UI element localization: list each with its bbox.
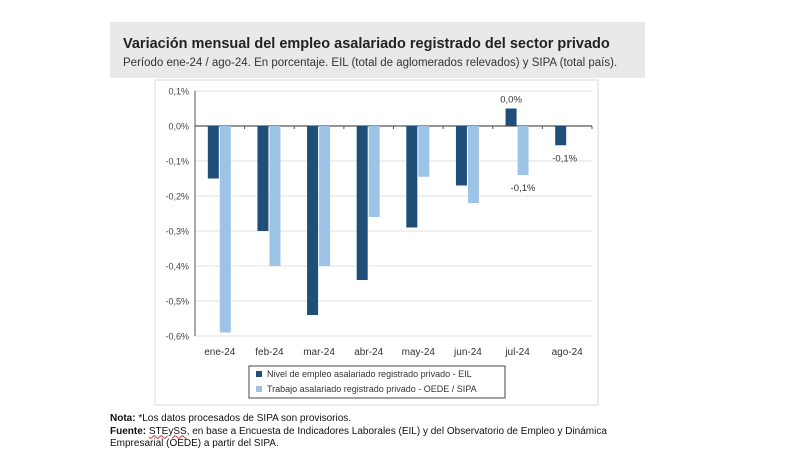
legend-label: Trabajo asalariado registrado privado - …	[267, 384, 477, 394]
title-box: Variación mensual del empleo asalariado …	[110, 22, 645, 78]
legend-label: Nivel de empleo asalariado registrado pr…	[267, 369, 472, 379]
chart-subtitle: Período ene-24 / ago-24. En porcentaje. …	[123, 57, 618, 69]
legend: Nivel de empleo asalariado registrado pr…	[248, 365, 506, 399]
data-label: 0,0%	[500, 95, 522, 106]
bar-eil-mar-24	[307, 126, 319, 315]
bar-sipa-abr-24	[368, 126, 380, 217]
y-tick-label: -0,5%	[165, 297, 189, 307]
bar-sipa-ene-24	[219, 126, 231, 333]
data-label: -0,1%	[511, 183, 536, 194]
bar-sipa-jun-24	[467, 126, 479, 203]
nota-label: Nota:	[110, 413, 136, 424]
x-tick-label: jul-24	[504, 347, 530, 358]
bar-eil-ene-24	[207, 126, 219, 179]
nota-text: *Los datos procesados de SIPA son provis…	[135, 413, 352, 424]
x-tick-label: abr-24	[354, 347, 383, 358]
bar-sipa-may-24	[418, 126, 430, 177]
bar-sipa-mar-24	[319, 126, 331, 266]
x-tick-label: mar-24	[303, 347, 335, 358]
fuente-text: , en base a Encuesta de Indicadores Labo…	[110, 425, 607, 450]
data-label: -0,1%	[552, 153, 577, 164]
y-tick-label: -0,6%	[165, 332, 189, 342]
notes: Nota: *Los datos procesados de SIPA son …	[110, 413, 645, 451]
y-tick-label: 0,0%	[168, 122, 189, 132]
y-tick-label: 0,1%	[168, 87, 189, 97]
chart-title: Variación mensual del empleo asalariado …	[123, 36, 610, 52]
bar-sipa-feb-24	[269, 126, 281, 266]
legend-swatch	[256, 386, 262, 392]
bar-sipa-jul-24	[517, 126, 529, 175]
bar-eil-abr-24	[356, 126, 368, 280]
fuente-org: STEySS	[148, 425, 187, 437]
bar-chart: 0,1% 0,0% -0,1% -0,2% -0,3% -0,4% -0,5% -0,6% en…	[154, 79, 599, 406]
fuente-label: Fuente:	[110, 425, 147, 437]
x-tick-label: feb-24	[255, 347, 284, 358]
y-tick-label: -0,2%	[165, 192, 189, 202]
x-tick-label: may-24	[402, 347, 436, 358]
y-tick-label: -0,1%	[165, 157, 189, 167]
x-tick-label: ago-24	[552, 347, 584, 358]
y-tick-label: -0,4%	[165, 262, 189, 272]
x-tick-label: jun-24	[453, 347, 482, 358]
bar-eil-jul-24	[505, 108, 517, 126]
legend-swatch	[256, 371, 262, 377]
bar-eil-jun-24	[455, 126, 467, 186]
x-tick-label: ene-24	[204, 347, 236, 358]
y-tick-label: -0,3%	[165, 227, 189, 237]
bar-eil-feb-24	[257, 126, 269, 231]
bar-eil-may-24	[406, 126, 418, 228]
bar-eil-ago-24	[555, 126, 567, 146]
